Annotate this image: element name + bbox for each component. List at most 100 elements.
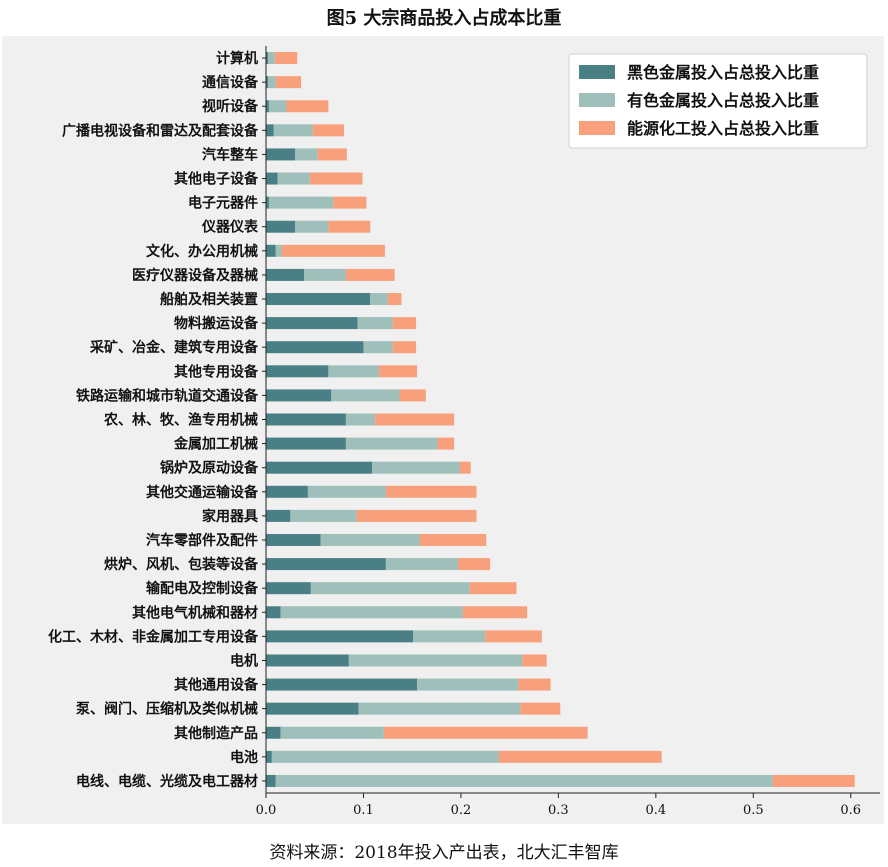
axes: 计算机通信设备视听设备广播电视设备和雷达及配套设备汽车整车其他电子设备电子元器件…: [48, 46, 880, 818]
bar-segment-2: [280, 726, 384, 739]
y-tick-label: 广播电视设备和雷达及配套设备: [62, 122, 259, 139]
bar-segment-3: [281, 244, 385, 257]
bar-segment-2: [280, 606, 463, 619]
stacked-bar-chart: 计算机通信设备视听设备广播电视设备和雷达及配套设备汽车整车其他电子设备电子元器件…: [48, 46, 880, 818]
bar-segment-3: [328, 220, 371, 233]
y-tick-label: 电线、电缆、光缆及电工器材: [76, 773, 258, 790]
legend-swatch: [579, 121, 615, 135]
bar-segment-1: [266, 341, 364, 354]
y-tick-label: 输配电及控制设备: [146, 580, 259, 597]
bar-segment-2: [372, 461, 460, 474]
y-tick-label: 锅炉及原动设备: [160, 460, 259, 477]
bar-segment-3: [333, 196, 367, 209]
bar-segment-3: [518, 678, 551, 691]
y-tick-label: 其他电子设备: [174, 171, 259, 188]
bar-segment-3: [375, 413, 455, 426]
bar-segment-3: [379, 365, 418, 378]
legend-swatch: [579, 93, 615, 107]
bar-segment-1: [266, 678, 418, 691]
x-tick-label: 0.4: [645, 803, 666, 818]
bar-segment-1: [266, 268, 305, 281]
bar-segment-3: [312, 124, 344, 137]
bar-segment-3: [399, 389, 426, 402]
y-tick-label: 其他通用设备: [174, 677, 259, 694]
bar-segment-2: [370, 293, 388, 306]
source-note: 资料来源：2018年投入产出表，北大汇丰智库: [269, 843, 619, 863]
bar-segment-2: [290, 509, 357, 522]
legend-label: 黑色金属投入占总投入比重: [627, 63, 819, 82]
chart-title: 图5 大宗商品投入占成本比重: [326, 8, 562, 29]
bar-segment-1: [266, 630, 414, 643]
y-tick-label: 视听设备: [202, 98, 259, 115]
bar-segment-2: [277, 172, 310, 185]
bar-segment-3: [457, 558, 491, 571]
bar-segment-2: [358, 702, 521, 715]
y-tick-label: 金属加工机械: [173, 436, 258, 453]
y-tick-label: 其他交通运输设备: [146, 484, 259, 501]
y-tick-label: 农、林、牧、渔专用机械: [103, 412, 258, 429]
legend-label: 能源化工投入占总投入比重: [627, 119, 819, 138]
bar-segment-2: [275, 244, 282, 257]
bar-segment-2: [413, 630, 486, 643]
bar-segment-2: [320, 533, 420, 546]
bar-segment-1: [266, 220, 296, 233]
bar-segment-2: [417, 678, 519, 691]
bar-segment-3: [356, 509, 477, 522]
bar-segment-2: [348, 654, 523, 667]
bar-segment-1: [266, 726, 281, 739]
bar-segment-1: [266, 485, 308, 498]
bar-segment-1: [266, 52, 268, 65]
bar-segment-1: [266, 774, 276, 787]
y-tick-label: 电子元器件: [188, 195, 258, 212]
bar-segment-1: [266, 509, 291, 522]
bar-segment-2: [310, 582, 470, 595]
y-tick-label: 泵、阀门、压缩机及类似机械: [76, 701, 258, 718]
bar-segment-3: [437, 437, 455, 450]
bar-segment-1: [266, 558, 386, 571]
bar-segment-1: [266, 750, 272, 763]
bar-segment-3: [459, 461, 471, 474]
bar-segment-3: [419, 533, 487, 546]
y-tick-label: 其他电气机械和器材: [132, 604, 258, 621]
y-tick-label: 电池: [230, 749, 258, 766]
legend-swatch: [579, 65, 615, 79]
x-tick-label: 0.5: [743, 803, 764, 818]
y-tick-label: 仪器仪表: [201, 219, 259, 236]
bar-segment-3: [275, 76, 302, 89]
bar-segment-3: [383, 726, 588, 739]
bar-segment-3: [345, 268, 395, 281]
bar-segment-1: [266, 413, 346, 426]
bar-segment-1: [266, 461, 373, 474]
bar-segment-1: [266, 365, 329, 378]
y-tick-label: 家用器具: [202, 508, 258, 525]
y-tick-label: 其他专用设备: [174, 363, 259, 380]
bar-segment-2: [268, 196, 334, 209]
bar-segment-2: [273, 124, 313, 137]
bar-segment-3: [392, 317, 417, 330]
bar-segment-3: [485, 630, 542, 643]
bar-segment-1: [266, 582, 311, 595]
y-tick-label: 通信设备: [202, 74, 259, 91]
y-tick-label: 物料搬运设备: [174, 315, 259, 332]
y-tick-label: 汽车整车: [202, 146, 258, 163]
bar-segment-3: [309, 172, 363, 185]
plot-panel: 计算机 通信设备 视听设备 广播电视设备和雷达及配套设备 汽车整车 其他电子设备 电子元器件…: [2, 36, 884, 824]
bar-segment-1: [266, 293, 371, 306]
bar-segment-2: [267, 76, 276, 89]
bar-segment-3: [469, 582, 517, 595]
bar-segment-2: [385, 558, 458, 571]
x-tick-label: 0.2: [451, 803, 472, 818]
bar-segment-3: [772, 774, 855, 787]
bar-segment-2: [345, 437, 438, 450]
bar-segment-3: [392, 341, 417, 354]
bar-segment-1: [266, 389, 332, 402]
y-tick-label: 汽车零部件及配件: [146, 532, 258, 549]
bar-segment-1: [266, 76, 268, 89]
bar-segment-3: [520, 702, 561, 715]
bar-segment-1: [266, 196, 269, 209]
y-tick-label: 化工、木材、非金属加工专用设备: [48, 628, 259, 645]
bar-segment-2: [328, 365, 380, 378]
y-tick-label: 文化、办公用机械: [146, 243, 258, 260]
bar-segment-2: [295, 220, 329, 233]
y-tick-label: 船舶及相关装置: [160, 291, 258, 308]
